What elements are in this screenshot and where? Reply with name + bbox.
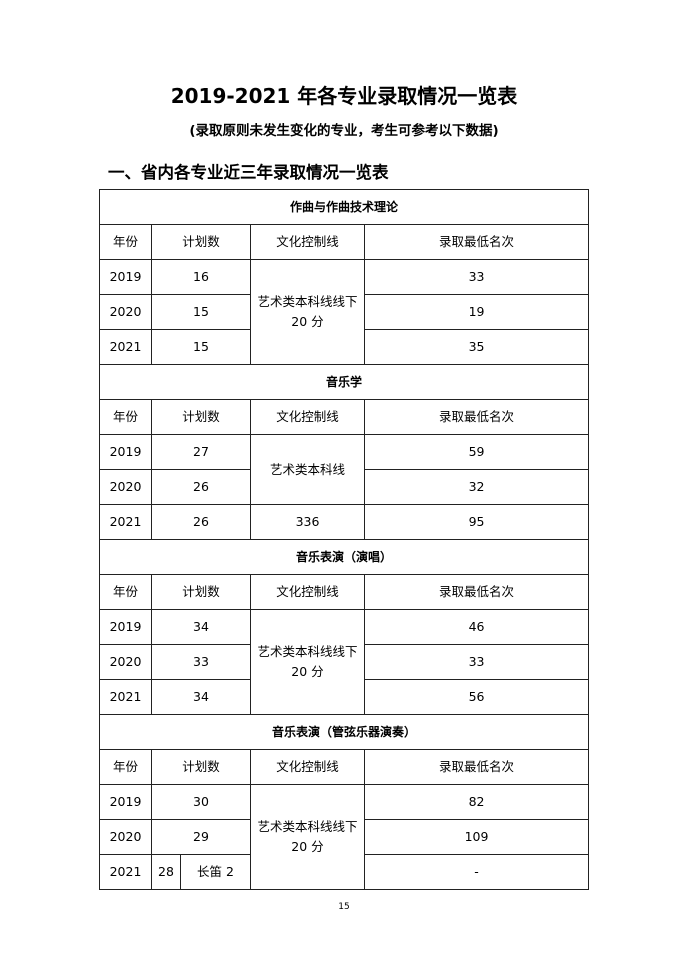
section-title: 音乐学 [98,364,590,400]
header-culture-line: 文化控制线 [250,399,365,435]
section-title-row: 作曲与作曲技术理论 [98,189,590,225]
table-row: 2019 30 艺术类本科线线下 20 分 82 [99,784,590,890]
header-row: 年份 计划数 文化控制线 录取最低名次 [99,749,590,785]
year-cell: 2019 [99,784,152,820]
header-culture-line: 文化控制线 [250,574,365,610]
section-title: 音乐表演（演唱） [98,539,590,575]
table-row: 2020 26 32 [99,469,590,505]
plan-cell: 27 [151,434,251,470]
header-min-rank: 录取最低名次 [363,224,590,260]
section-title-row: 音乐学 [98,364,590,400]
admission-table: 作曲与作曲技术理论 年份 计划数 文化控制线 录取最低名次 2019 16 艺术类本科线线下 … [98,189,590,890]
plan-cell: 15 [151,294,251,330]
plan-note-cell: 长笛 2 [180,854,251,890]
culture-line-cell: 艺术类本科线 [250,434,365,505]
year-cell: 2021 [99,504,152,540]
header-min-rank: 录取最低名次 [363,574,590,610]
plan-cell: 15 [151,329,251,365]
header-year: 年份 [99,749,152,785]
min-rank-cell: - [363,854,590,890]
table-row: 2021 15 35 [99,329,590,365]
section-title-row: 音乐表演（管弦乐器演奏） [98,714,590,750]
year-cell: 2020 [99,644,152,680]
min-rank-cell: 56 [363,679,590,715]
year-cell: 2020 [99,819,152,855]
header-min-rank: 录取最低名次 [363,749,590,785]
year-cell: 2021 [99,329,152,365]
header-culture-line: 文化控制线 [250,749,365,785]
year-cell: 2020 [99,469,152,505]
table-row: 2021 26 336 95 [99,504,590,540]
year-cell: 2021 [99,854,152,890]
header-culture-line: 文化控制线 [250,224,365,260]
page-subtitle: (录取原则未发生变化的专业，考生可参考以下数据) [189,123,499,139]
plan-cell: 34 [151,679,251,715]
header-min-rank: 录取最低名次 [363,399,590,435]
section-title-row: 音乐表演（演唱） [98,539,590,575]
plan-cell: 29 [151,819,251,855]
year-cell: 2021 [99,679,152,715]
table-row: 2021 34 56 [99,679,590,715]
table-row: 2019 34 艺术类本科线线下 20 分 46 [99,609,590,715]
min-rank-cell: 19 [363,294,590,330]
year-cell: 2019 [99,259,152,295]
year-cell: 2019 [99,609,152,645]
min-rank-cell: 33 [363,259,590,295]
header-year: 年份 [99,399,152,435]
table-row: 2021 28 长笛 2 - [99,854,590,890]
header-plan: 计划数 [151,224,251,260]
header-year: 年份 [99,574,152,610]
culture-line-cell: 艺术类本科线线下 20 分 [250,259,365,365]
min-rank-cell: 35 [363,329,590,365]
min-rank-cell: 46 [363,609,590,645]
header-plan: 计划数 [151,574,251,610]
min-rank-cell: 33 [363,644,590,680]
min-rank-cell: 109 [363,819,590,855]
plan-cell: 16 [151,259,251,295]
plan-cell: 28 [151,854,181,890]
min-rank-cell: 59 [363,434,590,470]
page-title: 2019-2021 年各专业录取情况一览表 [170,84,518,108]
page-number: 15 [338,902,350,912]
plan-cell: 30 [151,784,251,820]
culture-line-cell: 艺术类本科线线下 20 分 [250,609,365,715]
table-row: 2019 27 艺术类本科线 59 [99,434,590,505]
year-cell: 2020 [99,294,152,330]
section-title: 作曲与作曲技术理论 [98,189,590,225]
table-row: 2020 33 33 [99,644,590,680]
header-row: 年份 计划数 文化控制线 录取最低名次 [99,224,590,260]
min-rank-cell: 95 [363,504,590,540]
culture-line-cell: 336 [250,504,365,540]
section-heading: 一、省内各专业近三年录取情况一览表 [108,163,389,182]
section-title: 音乐表演（管弦乐器演奏） [98,714,590,750]
plan-cell: 26 [151,504,251,540]
min-rank-cell: 32 [363,469,590,505]
plan-cell: 26 [151,469,251,505]
header-plan: 计划数 [151,749,251,785]
culture-line-cell: 艺术类本科线线下 20 分 [250,784,365,890]
year-cell: 2019 [99,434,152,470]
min-rank-cell: 82 [363,784,590,820]
header-row: 年份 计划数 文化控制线 录取最低名次 [99,574,590,610]
header-row: 年份 计划数 文化控制线 录取最低名次 [99,399,590,435]
table-row: 2019 16 艺术类本科线线下 20 分 33 [99,259,590,365]
header-year: 年份 [99,224,152,260]
header-plan: 计划数 [151,399,251,435]
plan-cell: 33 [151,644,251,680]
plan-cell: 34 [151,609,251,645]
